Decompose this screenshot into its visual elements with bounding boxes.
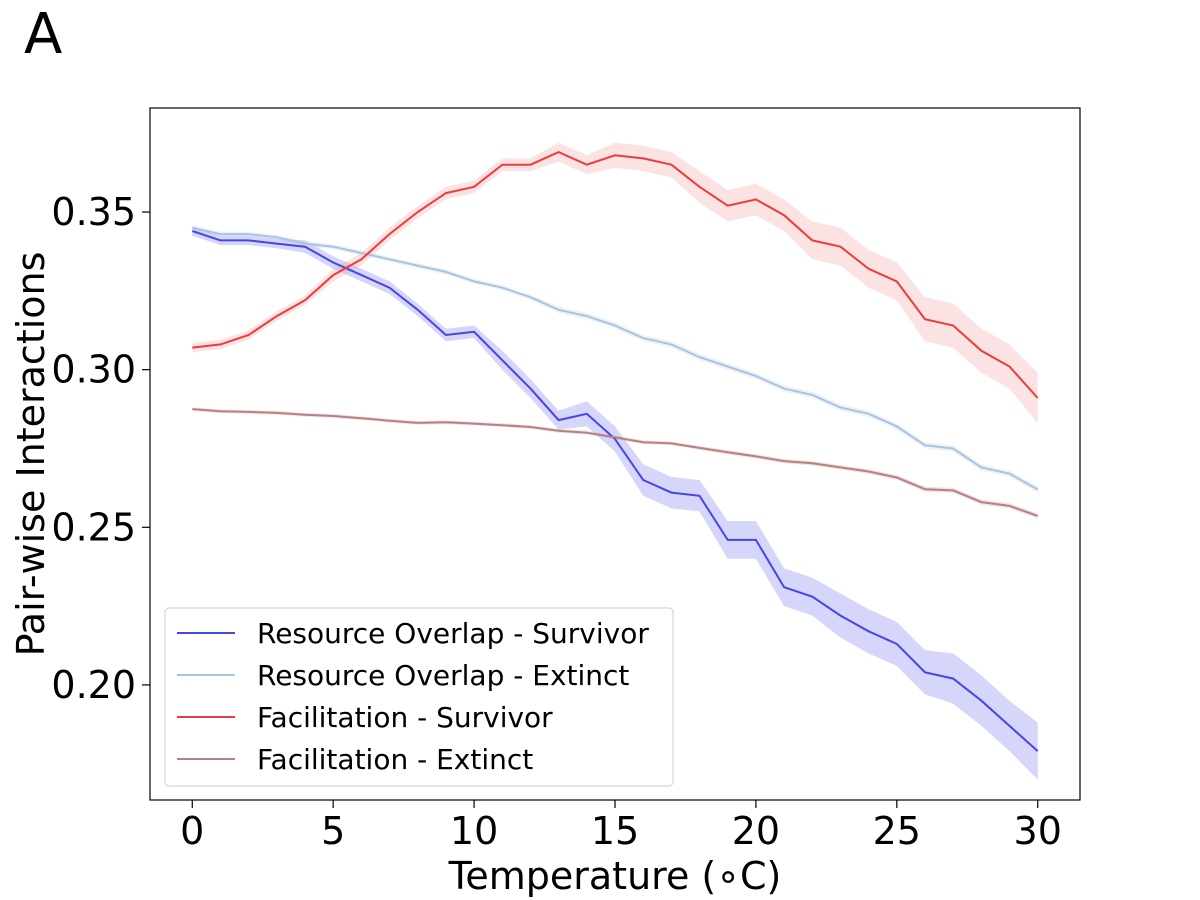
x-tick-label: 10: [450, 809, 498, 853]
legend-label-3: Facilitation - Survivor: [257, 701, 553, 734]
x-tick-label: 15: [591, 809, 639, 853]
x-axis-label: Temperature (∘C): [448, 854, 782, 898]
legend-label-1: Resource Overlap - Survivor: [257, 617, 649, 650]
y-tick-label: 0.20: [51, 663, 136, 707]
series-line-1: [191, 230, 1039, 752]
confidence-band-4: [192, 407, 1038, 519]
confidence-band-3: [192, 142, 1038, 424]
x-tick-label: 20: [732, 809, 780, 853]
confidence-band-2: [192, 225, 1038, 493]
x-tick-label: 0: [180, 809, 204, 853]
legend-label-2: Resource Overlap - Extinct: [257, 659, 629, 692]
y-tick-label: 0.30: [51, 348, 136, 392]
confidence-bands: [192, 142, 1038, 780]
legend: Resource Overlap - Survivor Resource Over…: [164, 607, 674, 787]
x-tick-label: 5: [321, 809, 345, 853]
y-axis-label: Pair-wise Interactions: [9, 252, 53, 657]
x-tick-label: 25: [873, 809, 921, 853]
series-line-4: [192, 408, 1039, 517]
panel-label: A: [24, 2, 63, 67]
y-tick-label: 0.25: [51, 505, 136, 549]
legend-label-4: Facilitation - Extinct: [257, 743, 533, 776]
series-line-3: [192, 151, 1039, 399]
y-axis-ticks: 0.20 0.25 0.30 0.35: [51, 190, 150, 707]
y-tick-label: 0.35: [51, 190, 136, 234]
legend-box: [164, 607, 674, 787]
x-tick-label: 30: [1014, 809, 1062, 853]
series-line-2: [192, 226, 1039, 491]
series-lines: [191, 151, 1039, 752]
x-axis-ticks: 0 5 10 15 20 25 30: [180, 800, 1062, 853]
